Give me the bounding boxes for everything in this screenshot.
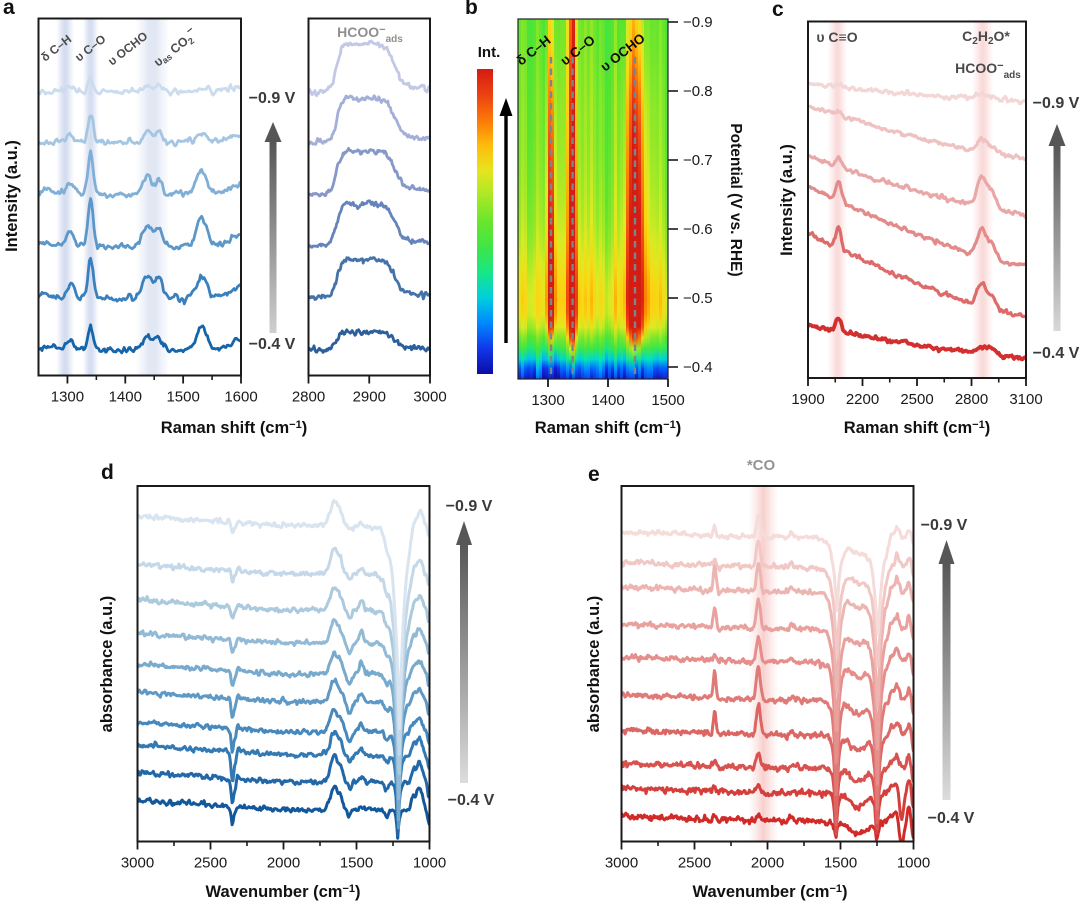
svg-text:1500: 1500	[824, 855, 857, 872]
svg-text:1600: 1600	[224, 389, 257, 406]
svg-text:1400: 1400	[109, 389, 142, 406]
svg-text:a: a	[3, 0, 15, 19]
svg-text:3000: 3000	[121, 855, 154, 872]
svg-text:Int.: Int.	[478, 44, 501, 61]
svg-text:Raman shift (cm−1): Raman shift (cm−1)	[844, 419, 990, 437]
svg-text:1400: 1400	[591, 392, 624, 409]
svg-text:−0.8: −0.8	[683, 83, 713, 100]
svg-text:Raman shift (cm−1): Raman shift (cm−1)	[161, 419, 307, 437]
svg-text:2500: 2500	[194, 855, 227, 872]
svg-text:Raman shift (cm−1): Raman shift (cm−1)	[535, 419, 681, 437]
svg-text:1000: 1000	[413, 855, 446, 872]
svg-text:−0.6: −0.6	[683, 221, 713, 238]
svg-text:2000: 2000	[751, 855, 784, 872]
svg-text:−0.4 V: −0.4 V	[928, 810, 975, 827]
svg-text:2500: 2500	[678, 855, 711, 872]
svg-text:−0.4 V: −0.4 V	[249, 336, 296, 353]
svg-text:−0.9 V: −0.9 V	[1033, 95, 1080, 112]
svg-text:−0.9 V: −0.9 V	[921, 517, 968, 534]
svg-text:Wavenumber (cm−1): Wavenumber (cm−1)	[693, 883, 848, 901]
svg-text:2800: 2800	[292, 389, 325, 406]
svg-text:υ C≡O: υ C≡O	[816, 29, 857, 45]
svg-text:e: e	[588, 463, 600, 486]
svg-text:2500: 2500	[900, 391, 933, 408]
svg-text:Intensity (a.u.): Intensity (a.u.)	[778, 144, 796, 256]
svg-text:−0.9: −0.9	[683, 14, 713, 31]
svg-text:1000: 1000	[897, 855, 930, 872]
svg-text:3100: 3100	[1009, 391, 1042, 408]
svg-text:Wavenumber (cm−1): Wavenumber (cm−1)	[206, 883, 361, 901]
svg-text:1900: 1900	[791, 391, 824, 408]
svg-text:2000: 2000	[267, 855, 300, 872]
svg-text:1500: 1500	[166, 389, 199, 406]
svg-text:Intensity (a.u.): Intensity (a.u.)	[3, 140, 21, 252]
svg-text:3000: 3000	[605, 855, 638, 872]
svg-text:−0.4 V: −0.4 V	[448, 792, 495, 809]
svg-text:1500: 1500	[651, 392, 684, 409]
svg-text:2800: 2800	[955, 391, 988, 408]
svg-text:c: c	[772, 0, 784, 21]
svg-text:2900: 2900	[353, 389, 386, 406]
svg-text:−0.9 V: −0.9 V	[446, 498, 493, 515]
svg-text:*CO: *CO	[747, 457, 776, 474]
svg-text:2200: 2200	[846, 391, 879, 408]
svg-text:−0.4: −0.4	[683, 359, 713, 376]
svg-text:−0.5: −0.5	[683, 290, 713, 307]
svg-text:b: b	[465, 0, 478, 19]
svg-text:Potential (V vs. RHE): Potential (V vs. RHE)	[727, 123, 744, 276]
svg-text:−0.9 V: −0.9 V	[249, 90, 296, 107]
svg-text:3000: 3000	[413, 389, 446, 406]
svg-text:absorbance (a.u.): absorbance (a.u.)	[98, 596, 116, 733]
svg-text:−0.4 V: −0.4 V	[1033, 345, 1080, 362]
svg-text:1300: 1300	[531, 392, 564, 409]
svg-text:−0.7: −0.7	[683, 152, 713, 169]
svg-text:1500: 1500	[340, 855, 373, 872]
svg-text:absorbance (a.u.): absorbance (a.u.)	[585, 596, 603, 733]
svg-text:1300: 1300	[51, 389, 84, 406]
svg-text:d: d	[101, 461, 114, 484]
